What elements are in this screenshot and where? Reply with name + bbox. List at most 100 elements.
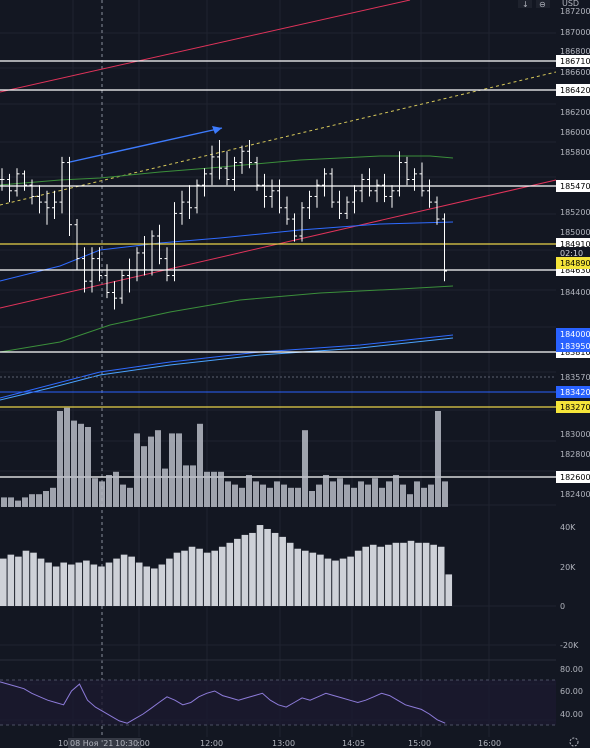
volume-bar [85,427,91,507]
oscillator-bar [45,562,52,606]
oscillator-bar [362,546,369,606]
oscillator-bar [234,538,241,606]
level-badge-182600 [556,471,590,483]
price-tick-186200: 186200 [560,108,590,117]
price-tick-185000: 185000 [560,228,590,237]
volume-bar [148,436,154,507]
oscillator-bar [339,558,347,606]
level-label-186420: 186420 [560,86,590,95]
oscillator-bar [52,566,60,606]
volume-bar [435,411,441,507]
axis-background [556,0,590,748]
volume-bar [344,484,350,507]
volume-bar [15,500,21,507]
oscillator-bar [90,564,98,606]
badge-label-02:10: 02:10 [560,249,583,258]
volume-bar [64,407,70,507]
time-badge [113,738,141,748]
axis-settings-icon[interactable]: ⊖ [536,0,550,9]
ma-green-upper [0,155,454,186]
volume-bar [22,497,28,507]
volume-bar [134,433,140,507]
oscillator-bar [324,558,332,606]
oscillator-bar [22,550,30,606]
volume-bar [99,481,105,507]
volume-bar [323,475,329,507]
volume-bar [225,481,231,507]
price-tick-182400: 182400 [560,490,590,499]
axis-menu-icon[interactable]: ↓ [518,0,532,9]
time-label: 15:00 [408,739,431,748]
volume-bar [442,481,448,507]
volume-bar [232,484,238,507]
oscillator-bar [309,552,317,606]
volume-bar [50,487,56,507]
arrow-line [69,127,223,163]
badge-02:10 [556,247,590,259]
svg-text:⊖: ⊖ [539,0,546,9]
oscillator-bar [203,552,211,606]
volume-bar [274,481,280,507]
oscillator-bar [241,534,249,606]
oscillator-bar [67,564,75,606]
level-label-184630: 184630 [560,266,590,275]
level-badge-186420 [556,84,590,96]
osc-tick-40K: 40K [560,523,576,532]
oscillator-bar [437,546,445,606]
trendline-upper [0,0,411,93]
oscillator-bar [151,568,158,606]
oscillator-bar [60,562,67,606]
oscillator-bar [120,554,128,606]
oscillator-bar [347,556,354,606]
volume-bar [337,478,343,507]
time-label: 10:30 [115,739,138,748]
volume-bar [92,478,98,507]
rsi-pane [0,659,556,726]
volume-bar [218,471,224,507]
osc-tick--20K: -20K [560,641,579,650]
oscillator-bar [166,558,173,606]
volume-bar [281,484,287,507]
oscillator-bar [158,564,166,606]
level-label-185470: 185470 [560,182,590,191]
oscillator-bar [30,552,37,606]
settings-gear-icon[interactable] [569,737,579,747]
badge-label-183950: 183950 [560,342,590,351]
volume-bar [43,491,49,507]
oscillator-bar [113,558,120,606]
oscillator-bar [226,542,234,606]
price-tick-183000: 183000 [560,430,590,439]
oscillator-bar [422,542,430,606]
volume-bar [113,471,119,507]
volume-bar [120,484,126,507]
oscillator-bar [332,560,339,606]
time-label: 10 [58,739,68,748]
volume-bar [1,497,7,507]
oscillator-bar [377,546,385,606]
volume-bar [253,481,259,507]
oscillator-bar [135,562,143,606]
svg-text:↓: ↓ [522,0,529,9]
volume-bar [36,494,42,507]
oscillator-bar [98,566,105,606]
volume-bar [302,430,308,507]
volume-bar [421,487,427,507]
level-badge-186710 [556,55,590,67]
oscillator-bar [211,550,218,606]
volume-bar [309,491,315,507]
volume-bar [414,481,420,507]
volume-bar [197,423,203,507]
volume-bar [78,423,84,507]
volume-bar [162,468,168,507]
oscillator-bar [37,558,45,606]
volume-bar [316,484,322,507]
badge-label-184890: 184890 [560,259,590,268]
trendline-dashed [0,71,557,206]
oscillator-bar [188,546,196,606]
time-label: 13:00 [272,739,295,748]
oscillator-bar [143,566,151,606]
volume-bar [260,484,266,507]
volume-bar [106,475,112,507]
